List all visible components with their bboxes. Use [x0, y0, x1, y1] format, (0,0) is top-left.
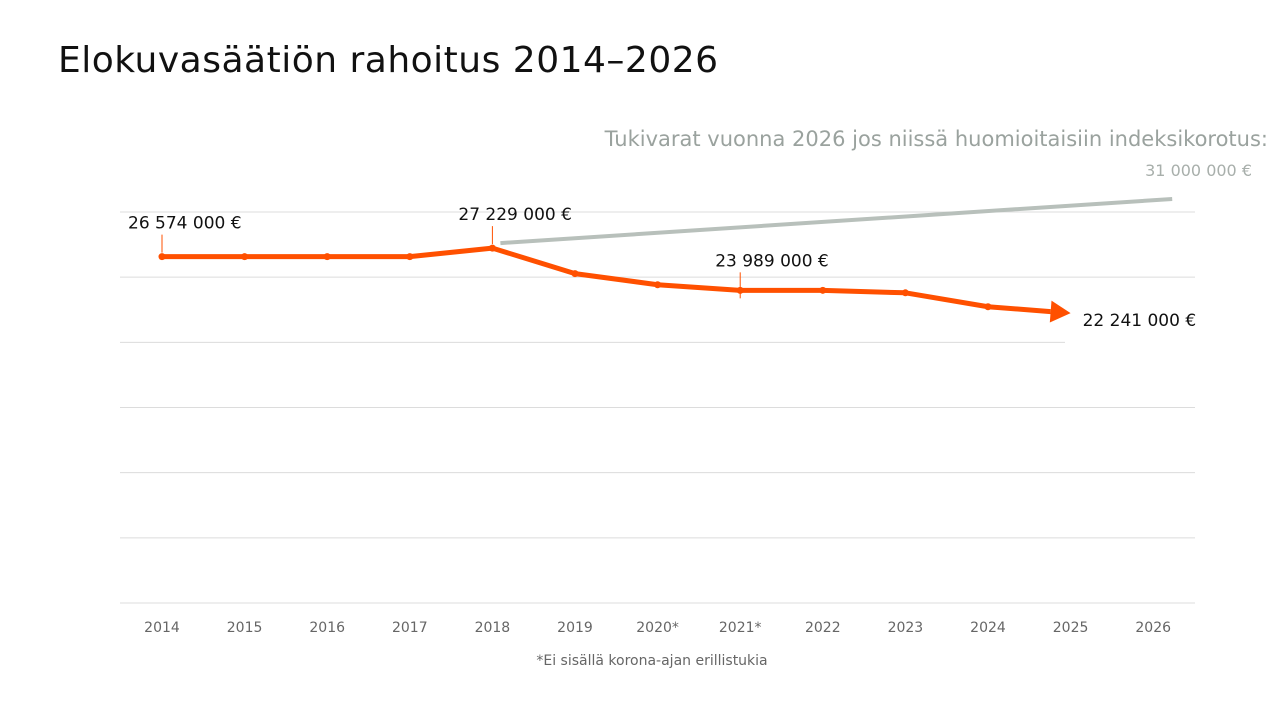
x-tick-label: 2024 [970, 620, 1006, 636]
x-tick-label: 2018 [475, 620, 511, 636]
funding-series-line [162, 245, 1051, 315]
x-tick-label: 2017 [392, 620, 428, 636]
data-point [241, 253, 249, 261]
data-point [323, 253, 331, 261]
data-label: 26 574 000 € [128, 214, 242, 234]
data-point [819, 286, 827, 294]
x-tick-label: 2020* [636, 620, 679, 636]
data-label: 23 989 000 € [715, 251, 829, 271]
data-point [654, 281, 662, 289]
x-tick-label: 2016 [309, 620, 345, 636]
data-point [406, 253, 414, 261]
data-label: 27 229 000 € [458, 205, 572, 225]
x-tick-label: 2026 [1135, 620, 1171, 636]
x-tick-label: 2014 [144, 620, 180, 636]
data-point [158, 253, 166, 261]
arrow-head [1049, 300, 1071, 323]
x-tick-label: 2023 [888, 620, 924, 636]
data-point [901, 289, 909, 297]
data-point [984, 303, 992, 311]
index-series-line [500, 196, 1173, 246]
data-label: 22 241 000 € [1083, 311, 1197, 331]
data-point [571, 270, 579, 278]
x-tick-label: 2021* [719, 620, 762, 636]
x-tick-label: 2022 [805, 620, 841, 636]
x-tick-label: 2025 [1053, 620, 1089, 636]
page-title: Elokuvasäätiön rahoitus 2014–2026 [58, 40, 719, 81]
data-label: 31 000 000 € [1145, 161, 1252, 180]
index-note: Tukivarat vuonna 2026 jos niissä huomioi… [604, 127, 1268, 151]
x-tick-label: 2019 [557, 620, 593, 636]
x-tick-label: 2015 [227, 620, 263, 636]
footnote: *Ei sisällä korona-ajan erillistukia [536, 653, 767, 669]
data-point [488, 244, 496, 252]
